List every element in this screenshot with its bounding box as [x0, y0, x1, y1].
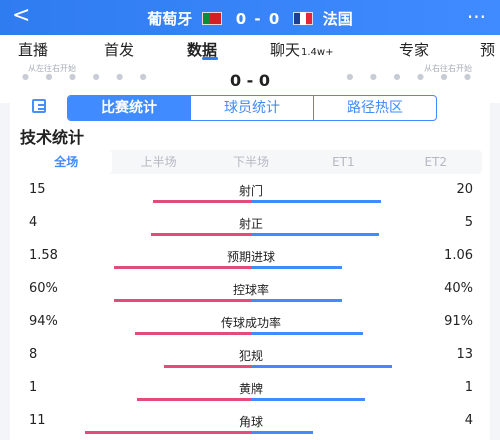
home-stat-value: 15	[29, 182, 46, 197]
home-stat-bar	[135, 332, 251, 335]
chat-count-badge: 1.4w+	[301, 47, 334, 58]
period-tab-et2[interactable]: ET2	[424, 155, 448, 169]
segment-match-stats[interactable]: 比赛统计	[68, 96, 191, 120]
away-stat-bar	[251, 398, 365, 401]
home-score: 0	[235, 9, 247, 28]
stat-row: 60% 控球率 40%	[20, 277, 482, 305]
tab-lineup[interactable]: 首发	[104, 39, 134, 60]
home-stat-value: 8	[29, 347, 38, 362]
mini-scoreline: 0 - 0	[229, 71, 271, 90]
home-stat-value: 60%	[29, 281, 58, 296]
home-team-name: 葡萄牙	[147, 10, 193, 28]
away-stat-value: 4	[464, 413, 473, 428]
away-stat-bar	[251, 200, 381, 203]
portugal-flag-icon	[202, 12, 223, 25]
away-stat-value: 5	[464, 215, 473, 230]
back-button[interactable]: <	[12, 3, 31, 28]
stat-row: 1.58 预期进球 1.06	[20, 244, 482, 272]
period-tab-second-half[interactable]: 下半场	[232, 155, 269, 169]
match-header: 葡萄牙 0 - 0 法国	[0, 8, 500, 29]
stat-row: 94% 传球成功率 91%	[20, 310, 482, 338]
stat-name: 射门	[238, 184, 263, 198]
stat-row: 1 黄牌 1	[20, 376, 482, 404]
away-stat-value: 13	[456, 347, 473, 362]
france-flag-icon	[292, 12, 313, 25]
away-stat-bar	[251, 431, 313, 434]
tab-chat[interactable]: 聊天1.4w+	[270, 39, 333, 60]
segment-player-stats[interactable]: 球员统计	[191, 96, 314, 120]
away-stat-bar	[251, 299, 342, 302]
away-score: 0	[268, 9, 280, 28]
stat-row: 11 角球 4	[20, 409, 482, 437]
stat-name: 犯规	[238, 349, 263, 363]
away-stat-bar	[251, 233, 379, 236]
more-menu-button[interactable]: ···	[466, 5, 486, 29]
away-stat-value: 1.06	[444, 248, 473, 263]
home-stat-bar	[114, 299, 251, 302]
tab-label: 聊天	[270, 41, 301, 59]
stats-segment-control: 比赛统计 球员统计 路径热区	[67, 95, 437, 121]
home-stat-value: 11	[29, 413, 46, 428]
active-tab-indicator	[202, 57, 218, 60]
main-tabs: 直播 首发 数据 聊天1.4w+ 专家 预	[0, 35, 500, 63]
segment-heatmap[interactable]: 路径热区	[347, 100, 403, 116]
away-stat-value: 91%	[444, 314, 473, 329]
home-stat-value: 94%	[29, 314, 58, 329]
stat-name: 传球成功率	[220, 316, 281, 330]
score-separator: -	[254, 9, 261, 28]
home-stat-bar	[137, 398, 251, 401]
tab-label: 数据	[187, 41, 218, 59]
tab-live[interactable]: 直播	[18, 39, 48, 60]
away-stat-value: 40%	[444, 281, 473, 296]
stat-row: 15 射门 20	[20, 178, 482, 206]
tab-data[interactable]: 数据	[187, 39, 217, 60]
home-stat-bar	[153, 200, 251, 203]
right-order-label: 从右往右开始	[424, 64, 472, 73]
away-stat-value: 20	[456, 182, 473, 197]
period-tab-et1[interactable]: ET1	[332, 155, 355, 169]
away-stat-bar	[251, 365, 392, 368]
away-stat-bar	[251, 266, 342, 269]
stat-name: 射正	[238, 217, 263, 231]
home-stat-bar	[114, 266, 251, 269]
stat-name: 角球	[238, 415, 263, 429]
tab-label: 首发	[104, 41, 135, 59]
away-team-name: 法国	[322, 10, 353, 28]
top-bar: < 葡萄牙 0 - 0 法国 ···	[0, 0, 500, 35]
home-stat-value: 1	[29, 380, 38, 395]
period-tab-full[interactable]: 全场	[20, 150, 113, 174]
stat-name: 黄牌	[238, 382, 263, 396]
period-tabs: 全场 上半场 下半场 ET1 ET2	[20, 150, 482, 174]
report-icon[interactable]	[32, 99, 46, 113]
stat-row: 8 犯规 13	[20, 343, 482, 371]
away-stat-value: 1	[464, 380, 473, 395]
tab-label: 预	[480, 41, 496, 59]
section-title: 技术统计	[20, 128, 85, 147]
stat-row: 4 射正 5	[20, 211, 482, 239]
stat-name: 控球率	[232, 283, 269, 297]
home-stat-value: 1.58	[29, 248, 58, 263]
tab-expert[interactable]: 专家	[399, 39, 429, 60]
home-player-dots: ● ● ● ● ● ●	[22, 72, 154, 81]
away-stat-bar	[251, 332, 363, 335]
home-stat-bar	[85, 431, 251, 434]
stat-name: 预期进球	[226, 250, 275, 264]
home-stat-bar	[151, 233, 251, 236]
away-player-dots: ● ● ● ● ● ●	[346, 72, 478, 81]
left-order-label: 从左往右开始	[28, 64, 76, 73]
home-stat-value: 4	[29, 215, 38, 230]
home-stat-bar	[164, 365, 251, 368]
tab-label: 直播	[18, 41, 49, 59]
period-tab-first-half[interactable]: 上半场	[140, 155, 177, 169]
tab-label: 专家	[399, 41, 430, 59]
tab-prediction[interactable]: 预	[480, 39, 495, 60]
stats-panel: 比赛统计 球员统计 路径热区 技术统计 全场 上半场 下半场 ET1 ET2 1…	[10, 88, 490, 440]
